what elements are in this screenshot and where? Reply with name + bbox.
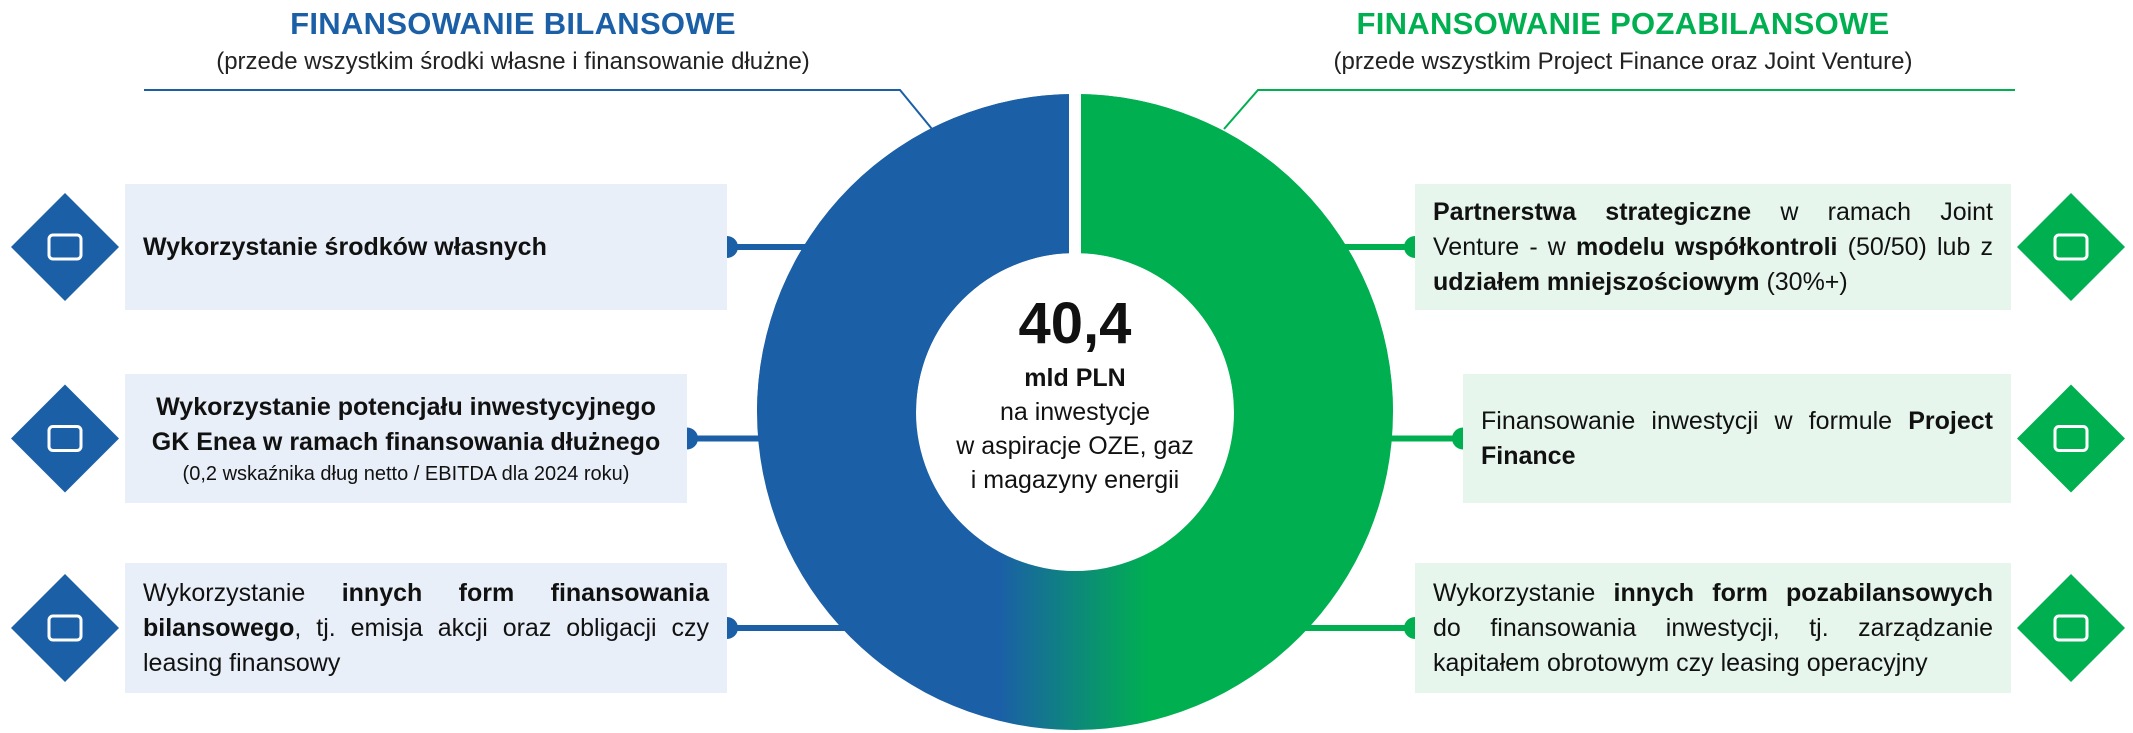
section-subtitle: (przede wszystkim Project Finance oraz J… <box>1123 48 2123 76</box>
icon-glyph <box>47 614 83 642</box>
text-part: modelu współkontroli <box>1575 232 1838 261</box>
center-line: i magazyny energii <box>875 466 1275 495</box>
text-box: Wykorzystanie innych form finansowania b… <box>125 563 727 693</box>
line-text: i magazyny energii <box>970 466 1180 494</box>
text-box: Wykorzystanie innych form pozabilansowyc… <box>1415 563 2011 693</box>
text-box: Wykorzystanie potencjału inwestycyjnego … <box>125 374 687 503</box>
left-rule <box>144 89 933 130</box>
box-text: Wykorzystanie potencjału inwestycyjnego … <box>143 390 669 460</box>
icon-glyph <box>2053 614 2089 642</box>
line-text: w aspiracje OZE, gaz <box>956 432 1194 460</box>
text-part: Partnerstwa strategiczne <box>1433 197 1752 226</box>
icon-glyph <box>2053 233 2089 261</box>
text-box: Finansowanie inwestycji w formule Projec… <box>1463 374 2011 503</box>
box-text: Finansowanie inwestycji w formule Projec… <box>1481 404 1993 474</box>
center-unit: mld PLN <box>875 364 1275 393</box>
icon-glyph <box>47 233 83 261</box>
subtitle-text: (przede wszystkim środki własne i finans… <box>216 48 810 75</box>
icon-diamond <box>11 193 119 301</box>
icon-diamond <box>11 384 119 493</box>
text-part: innych form pozabilansowych <box>1613 578 1993 607</box>
text-part: do finansowania inwestycji, tj. zarządza… <box>1433 613 1993 677</box>
note-text: (0,2 wskaźnika dług netto / EBITDA dla 2… <box>182 462 630 485</box>
icon-glyph <box>2053 425 2089 452</box>
center-line: w aspiracje OZE, gaz <box>875 432 1275 461</box>
text-box: Partnerstwa strategiczne w ramach Joint … <box>1415 184 2011 310</box>
title-text: FINANSOWANIE BILANSOWE <box>290 6 736 41</box>
icon-glyph <box>47 425 83 452</box>
box-text: Wykorzystanie środków własnych <box>143 230 709 265</box>
icon-diamond <box>2017 574 2125 682</box>
right-rule <box>1223 89 2015 130</box>
text-part: (30%+) <box>1759 267 1848 296</box>
icon-diamond <box>11 574 119 682</box>
title-text: FINANSOWANIE POZABILANSOWE <box>1356 6 1890 41</box>
section-title: FINANSOWANIE BILANSOWE <box>63 6 963 42</box>
text-part: Wykorzystanie potencjału inwestycyjnego … <box>151 392 661 456</box>
subtitle-text: (przede wszystkim Project Finance oraz J… <box>1333 48 1913 75</box>
value-text: 40,4 <box>1018 291 1132 356</box>
icon-diamond <box>2017 193 2125 301</box>
text-part: udziałem mniejszościowym <box>1433 267 1760 296</box>
center-line: na inwestycje <box>875 398 1275 427</box>
text-part: (50/50) lub z <box>1837 232 1993 261</box>
text-part: Wykorzystanie <box>143 578 342 607</box>
text-part: Wykorzystanie <box>1433 578 1614 607</box>
text-box: Wykorzystanie środków własnych <box>125 184 727 310</box>
donut-right <box>1075 94 1393 412</box>
center-value: 40,4 <box>875 290 1275 357</box>
unit-text: mld PLN <box>1024 364 1126 392</box>
box-text: Wykorzystanie innych form pozabilansowyc… <box>1433 576 1993 681</box>
box-text: Partnerstwa strategiczne w ramach Joint … <box>1433 195 1993 300</box>
text-part: innych form finansowania bilansowego <box>143 578 709 642</box>
box-note: (0,2 wskaźnika dług netto / EBITDA dla 2… <box>143 460 669 488</box>
box-text: Wykorzystanie innych form finansowania b… <box>143 576 709 681</box>
section-subtitle: (przede wszystkim środki własne i finans… <box>13 48 1013 76</box>
icon-diamond <box>2017 384 2125 493</box>
section-title: FINANSOWANIE POZABILANSOWE <box>1173 6 2073 42</box>
line-text: na inwestycje <box>999 398 1151 426</box>
text-part: Finansowanie inwestycji w formule <box>1481 406 1909 435</box>
text-part: w ramach Joint Venture - w <box>1433 197 1994 261</box>
donut-gap <box>1069 88 1081 256</box>
text-part: , tj. emisja akcji oraz obligacji czy le… <box>143 613 709 677</box>
text-part: Wykorzystanie środków własnych <box>143 232 547 261</box>
donut-left <box>757 94 1075 412</box>
text-part: Project Finance <box>1481 406 1993 470</box>
